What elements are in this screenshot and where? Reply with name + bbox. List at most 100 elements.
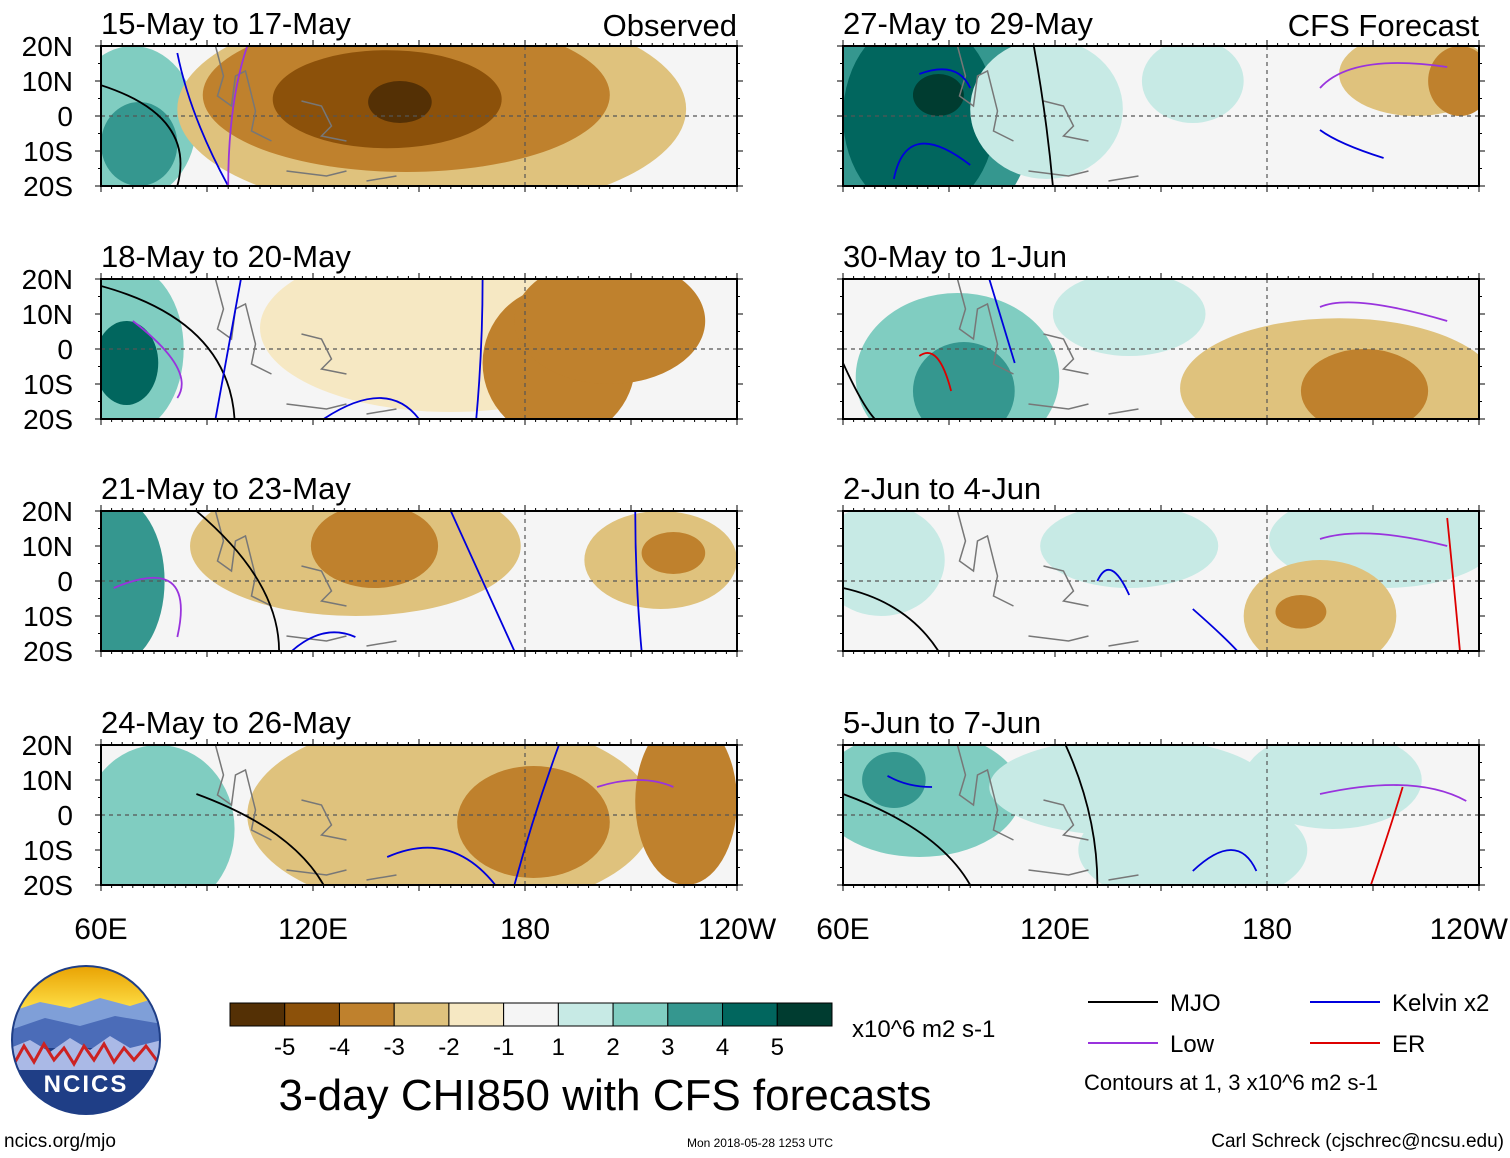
axis-labels: Observed CFS Forecast 20N 10N 0 10S 20S 20N 10N 0… — [22, 8, 1509, 946]
anomaly-blob — [912, 342, 1015, 419]
contour-kelvin-x2 — [513, 745, 560, 885]
legend-er: ER — [1392, 1031, 1425, 1058]
contour-kelvin-x2 — [887, 775, 933, 788]
contour-er — [1370, 786, 1404, 885]
legend-mjo: MJO — [1170, 990, 1221, 1017]
colorbar-label: -4 — [329, 1034, 350, 1061]
x-tick-label: 180 — [1242, 913, 1292, 946]
coastline — [214, 745, 397, 881]
footer-timestamp: Mon 2018-05-28 1253 UTC — [687, 1136, 833, 1150]
contour-kelvin-x2 — [1192, 849, 1258, 872]
ncics-logo: NCICS — [11, 965, 161, 1115]
footer-credit: Carl Schreck (cjschrec@ncsu.edu) — [1211, 1131, 1504, 1152]
contour-kelvin-x2 — [634, 511, 643, 651]
y-tick-label: 10N — [22, 66, 73, 97]
coastline — [956, 745, 1139, 881]
contour-low — [113, 576, 182, 638]
contour-mjo — [196, 793, 325, 885]
colorbar-swatch — [667, 1002, 724, 1027]
contour-kelvin-x2 — [1192, 608, 1238, 651]
colorbar-label: 2 — [606, 1034, 619, 1061]
colorbar-swatch — [612, 1002, 669, 1027]
panel-observed-1: 15-May to 17-May — [95, 6, 743, 192]
panel-title: 15-May to 17-May — [101, 6, 351, 41]
y-tick-label: 10N — [22, 765, 73, 796]
anomaly-blob — [368, 81, 432, 123]
anomaly-blob — [1428, 46, 1479, 116]
legend-low: Low — [1170, 1031, 1215, 1058]
panel-observed-4: 24-May to 26-May — [95, 705, 743, 891]
panel-observed-2: 18-May to 20-May — [95, 239, 743, 425]
contour-low — [1319, 62, 1448, 89]
colorbar-label: 3 — [661, 1034, 674, 1061]
anomaly-blob — [1243, 745, 1422, 829]
x-tick-label: 120W — [698, 913, 777, 946]
anomaly-blob — [912, 74, 964, 116]
contour-kelvin-x2 — [214, 279, 242, 419]
colorbar-label: 4 — [716, 1034, 729, 1061]
anomaly-blob — [1141, 46, 1244, 123]
colorbar-swatch — [557, 1002, 614, 1027]
contour-er — [1446, 517, 1461, 651]
chart-title: 3-day CHI850 with CFS forecasts — [279, 1071, 932, 1120]
anomaly-blob — [310, 511, 439, 588]
colorbar-swatch — [448, 1002, 505, 1027]
colorbar-swatch — [393, 1002, 450, 1027]
panel-forecast-2: 30-May to 1-Jun — [837, 239, 1485, 425]
legend: MJO Kelvin x2 Low ER Contours at 1, 3 x1… — [1084, 990, 1489, 1095]
contour-kelvin-x2 — [892, 142, 971, 180]
y-tick-label: 0 — [57, 566, 73, 597]
coastline — [956, 511, 1139, 647]
contour-mjo — [101, 285, 236, 419]
contour-mjo — [101, 84, 182, 186]
colorbar-units: x10^6 m2 s-1 — [852, 1016, 995, 1043]
y-tick-label: 20S — [23, 171, 73, 202]
y-tick-label: 0 — [57, 800, 73, 831]
panel-title: 2-Jun to 4-Jun — [843, 471, 1041, 506]
x-tick-label: 60E — [74, 913, 127, 946]
y-tick-label: 10N — [22, 299, 73, 330]
panels: 15-May to 17-May 18-May to 20-May 21-May t… — [95, 6, 1485, 891]
anomaly-blob — [970, 46, 1123, 179]
anomaly-blob — [1078, 794, 1308, 885]
y-tick-label: 20N — [22, 496, 73, 527]
colorbar-swatch — [776, 1002, 833, 1027]
y-tick-label: 20N — [22, 264, 73, 295]
contour-kelvin-x2 — [176, 52, 229, 186]
anomaly-blob — [843, 46, 996, 186]
anomaly-blob — [635, 745, 737, 885]
panel-title: 27-May to 29-May — [843, 6, 1093, 41]
contour-kelvin-x2 — [291, 631, 356, 651]
colorbar: -5 -4 -3 -2 -1 1 2 3 4 5 — [229, 1002, 833, 1061]
coastline — [214, 511, 397, 647]
panel-title: 30-May to 1-Jun — [843, 239, 1067, 274]
contour-kelvin-x2 — [1319, 129, 1384, 159]
colorbar-label: -5 — [274, 1034, 295, 1061]
x-tick-label: 180 — [500, 913, 550, 946]
colorbar-label: 5 — [771, 1034, 784, 1061]
contour-er — [918, 352, 952, 392]
panel-title: 21-May to 23-May — [101, 471, 351, 506]
x-tick-label: 60E — [816, 913, 869, 946]
contour-low — [227, 46, 249, 186]
y-tick-label: 20S — [23, 404, 73, 435]
anomaly-blob — [101, 745, 235, 885]
anomaly-blob — [843, 511, 945, 616]
logo-text: NCICS — [44, 1071, 129, 1098]
colorbar-label: -2 — [438, 1034, 459, 1061]
anomaly-blob — [101, 321, 159, 405]
anomaly-blob — [514, 279, 706, 384]
coastline — [214, 46, 397, 182]
coastline — [956, 46, 1139, 182]
y-tick-label: 0 — [57, 101, 73, 132]
footer-url: ncics.org/mjo — [4, 1131, 116, 1152]
contour-low — [596, 779, 674, 788]
contour-note: Contours at 1, 3 x10^6 m2 s-1 — [1084, 1070, 1378, 1095]
contour-low — [1319, 532, 1448, 547]
contour-mjo — [843, 362, 876, 419]
contour-mjo — [1032, 46, 1054, 186]
contour-mjo — [1064, 745, 1099, 885]
panel-title: 5-Jun to 7-Jun — [843, 705, 1041, 740]
contour-kelvin-x2 — [386, 846, 497, 885]
